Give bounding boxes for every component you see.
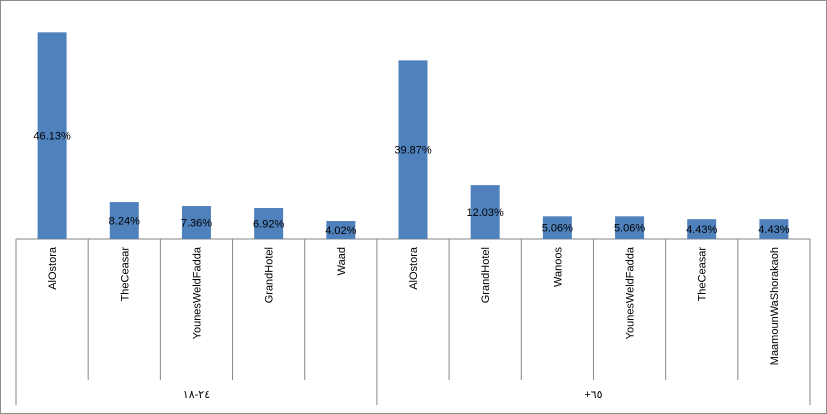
bar [181, 206, 211, 239]
bar [254, 208, 284, 239]
category-label: AlOstora [47, 246, 59, 290]
bar [542, 216, 572, 239]
bar [759, 219, 789, 239]
data-label: 4.43% [686, 224, 717, 236]
bar [687, 219, 717, 239]
category-label: MaamounWaShorakaoh [769, 247, 781, 365]
category-label: YounesWeldFadda [191, 246, 203, 339]
category-label: YounesWeldFadda [625, 246, 637, 339]
data-label: 7.36% [181, 218, 212, 230]
group-label: ٢٤-١٨ [183, 389, 210, 401]
data-label: 5.06% [614, 223, 645, 235]
data-label: 39.87% [394, 145, 432, 157]
group-label: +٦٥ [584, 389, 602, 401]
bar [470, 185, 500, 239]
category-label: Wanoos [552, 247, 564, 287]
data-label: 8.24% [109, 216, 140, 228]
data-label: 6.92% [253, 219, 284, 231]
category-label: AlOstora [408, 246, 420, 290]
category-label: TheCeasar [119, 247, 131, 302]
category-label: GrandHotel [264, 247, 276, 303]
data-label: 5.06% [542, 223, 573, 235]
category-label: GrandHotel [480, 247, 492, 303]
bar [398, 60, 428, 239]
bar [615, 216, 645, 239]
data-label: 4.02% [325, 225, 356, 237]
bar [326, 220, 356, 239]
data-label: 12.03% [467, 207, 505, 219]
bar [109, 202, 139, 239]
bar [37, 32, 67, 240]
category-label: TheCeasar [697, 247, 709, 302]
data-label: 46.13% [33, 131, 71, 143]
category-label: Waad [336, 247, 348, 275]
data-label: 4.43% [758, 224, 789, 236]
